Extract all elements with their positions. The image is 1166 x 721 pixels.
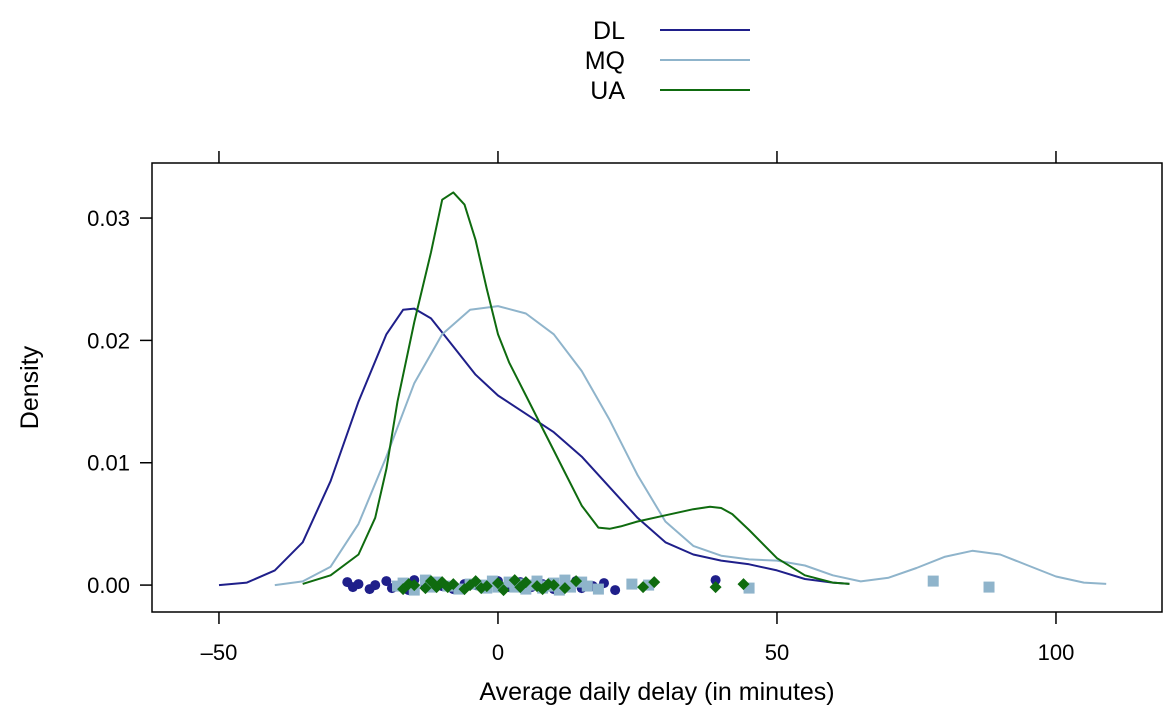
rug-point <box>570 575 583 588</box>
rug-point <box>419 582 432 595</box>
rug-point <box>737 578 750 591</box>
rug-point <box>648 576 661 589</box>
rug-point <box>559 574 571 586</box>
density-line-mq <box>274 305 1107 587</box>
rug-point <box>643 579 655 591</box>
rug-point <box>486 575 498 587</box>
x-tick-label: 100 <box>1038 640 1075 665</box>
rug-point <box>491 577 504 590</box>
rug-point <box>558 582 571 595</box>
legend-item-mq: MQ <box>585 47 750 75</box>
rug-point <box>519 576 532 589</box>
rug-point <box>525 579 537 591</box>
rug-point <box>637 581 650 594</box>
rug-point <box>710 575 721 586</box>
rug-point <box>392 580 404 592</box>
density-line-dl <box>218 307 850 587</box>
rug-point <box>497 584 510 597</box>
rug-point <box>626 578 638 590</box>
rug-point <box>353 579 364 590</box>
y-tick-label: 0.03 <box>87 206 130 231</box>
y-tick-label: 0.00 <box>87 573 130 598</box>
rug-point <box>983 581 995 593</box>
rug-point <box>592 583 604 595</box>
rug-point <box>508 574 521 587</box>
rug-point <box>469 575 482 588</box>
rug-point <box>610 585 621 596</box>
y-tick-label: 0.02 <box>87 328 130 353</box>
rug-point <box>381 576 392 587</box>
legend-item-dl: DL <box>593 17 750 45</box>
rug-point <box>547 579 560 592</box>
density-line-ua <box>302 191 850 585</box>
rug-point <box>553 584 565 596</box>
legend-label: MQ <box>585 47 625 75</box>
rug-point <box>709 581 722 594</box>
rug-point <box>503 576 515 588</box>
rug-point <box>408 579 421 592</box>
rug-point <box>743 582 755 594</box>
legend-label: DL <box>593 17 625 45</box>
rug-group-ua <box>397 574 750 597</box>
rug-point <box>447 578 460 591</box>
rug-point <box>565 581 577 593</box>
axis-ticks: –50 0 50 100 0.00 0.01 0.02 0.03 <box>87 151 1074 665</box>
rug-point <box>419 574 431 586</box>
rug-point <box>520 583 532 595</box>
legend-label: UA <box>590 77 625 105</box>
x-axis-title: Average daily delay (in minutes) <box>479 678 834 706</box>
plot-frame <box>151 162 1163 613</box>
y-axis-title: Density <box>16 345 44 429</box>
legend-item-ua: UA <box>590 77 750 105</box>
rug-point <box>576 576 588 588</box>
x-tick-label: 50 <box>765 640 789 665</box>
series-lines <box>218 191 1107 587</box>
rug-point <box>370 580 381 591</box>
rug-point <box>927 575 939 587</box>
x-tick-label: –50 <box>201 640 238 665</box>
y-tick-label: 0.01 <box>87 451 130 476</box>
x-tick-label: 0 <box>492 640 504 665</box>
rug-point <box>581 580 593 592</box>
rug-points <box>342 574 995 597</box>
rug-point <box>480 580 493 593</box>
